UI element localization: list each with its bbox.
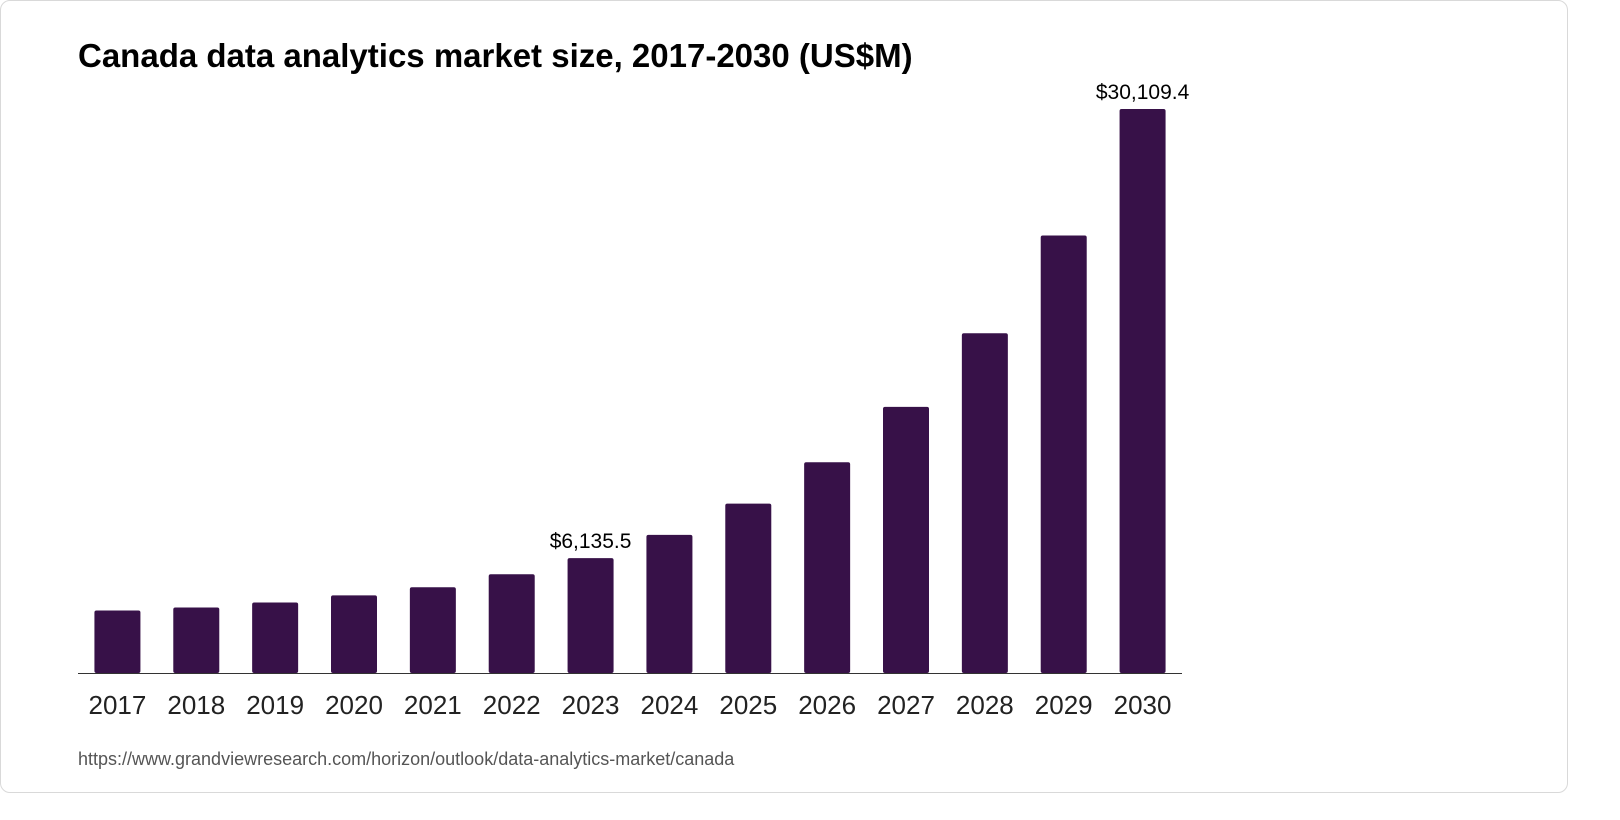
chart-card: Canada data analytics market size, 2017-… [0,0,1568,793]
bar-2020 [331,595,377,673]
bar-2021 [409,587,456,673]
data-label-2030: $30,109.4 [1096,81,1190,104]
bar-2029 [1040,235,1087,673]
x-tick-label: 2029 [1035,690,1093,720]
data-label-2023: $6,135.5 [550,530,632,553]
x-tick-label: 2020 [325,690,383,720]
x-tick-label: 2022 [483,690,541,720]
x-tick-label: 2025 [719,690,777,720]
x-tick-label: 2030 [1114,690,1172,720]
x-tick-label: 2023 [562,690,620,720]
bar-2017 [94,610,141,673]
x-tick-label: 2024 [641,690,699,720]
chart-title: Canada data analytics market size, 2017-… [78,37,913,74]
bar-2025 [725,503,772,673]
x-tick-label: 2028 [956,690,1014,720]
x-tick-label: 2026 [798,690,856,720]
bar-2019 [252,602,299,673]
bar-2027 [883,406,929,673]
x-tick-label: 2027 [877,690,935,720]
bar-2026 [804,462,851,673]
bar-2028 [961,333,1008,673]
bar-2030 [1119,109,1166,673]
x-tick-label: 2017 [89,690,147,720]
x-tick-label: 2018 [167,690,225,720]
bar-2024 [646,534,693,673]
bar-2022 [488,574,535,673]
x-tick-label: 2019 [246,690,304,720]
bar-2023 [567,558,614,673]
bar-2018 [173,607,220,673]
source-link[interactable]: https://www.grandviewresearch.com/horizo… [78,749,735,769]
bar-chart: 2017 2018 2019 2020 2021 2022 2023 $6,135.5 2024… [78,81,1190,720]
x-tick-label: 2021 [404,690,462,720]
